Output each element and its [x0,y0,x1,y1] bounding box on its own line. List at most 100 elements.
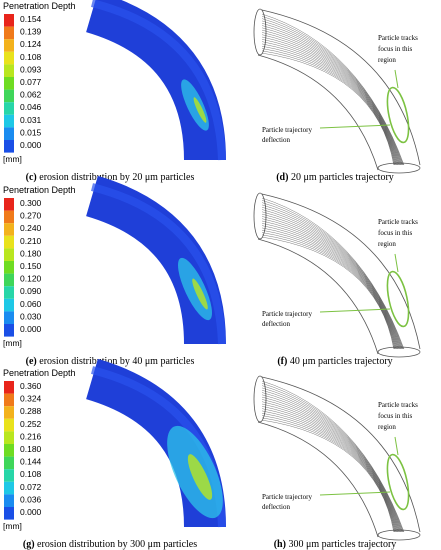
colorbar-swatch [4,418,14,432]
tube-outline [257,238,379,355]
legend-tick: 0.036 [20,494,42,504]
track [261,18,404,166]
deflection-note: deflection [262,136,290,144]
caption: (g) erosion distribution by 300 μm parti… [23,539,197,550]
track [261,202,404,350]
colorbar-swatch [4,89,14,103]
track [261,225,398,350]
colorbar-swatch [4,39,14,52]
track [261,412,396,533]
unit-label: [mm] [3,154,22,164]
unit-label: [mm] [3,338,22,348]
caption: (e) erosion distribution by 40 μm partic… [26,356,195,367]
erosion-core [192,278,208,310]
focus-note: Particle tracks [378,218,418,226]
caption-text: 40 μm particles trajectory [290,356,393,367]
deflection-note: deflection [262,503,290,511]
track [261,206,402,350]
colorbar-swatch [4,64,14,77]
colorbar-swatch [4,140,14,153]
caption: (d) 20 μm particles trajectory [276,172,394,183]
legend-tick: 0.077 [20,77,42,87]
legend-tick: 0.324 [20,394,42,404]
track [261,417,395,533]
unit-label: [mm] [3,521,22,531]
colorbar-swatch [4,127,14,140]
caption-text: 300 μm particles trajectory [288,539,396,550]
legend-tick: 0.240 [20,223,42,233]
legend-tick: 0.090 [20,286,42,296]
legend-tick: 0.000 [20,324,42,334]
legend-tick: 0.252 [20,419,42,429]
colorbar-swatch [4,286,14,299]
tube-outline [261,193,421,350]
pointer [319,491,391,496]
focus-ring [386,270,410,328]
pointer [319,308,391,313]
track [261,34,399,166]
track [261,13,405,166]
focus-note: region [378,240,396,248]
track [261,45,396,166]
pointer [319,124,391,129]
track [261,227,397,350]
legend-tick: 0.270 [20,211,42,221]
tube-outline [261,376,421,533]
track [261,380,405,533]
pointer [394,69,399,89]
pipe [85,0,226,161]
track [261,389,402,533]
legend-tick: 0.300 [20,198,42,208]
colorbar-swatch [4,431,14,444]
legend-tick: 0.216 [20,431,42,441]
track [261,52,395,166]
legend-title: Penetration Depth [3,1,76,11]
legend-tick: 0.288 [20,406,42,416]
track [261,29,401,166]
legend-tick: 0.124 [20,39,42,49]
track [261,32,400,166]
track [261,383,404,533]
tube-outline [261,9,421,166]
track [261,387,403,533]
deflection-note: deflection [262,320,290,328]
tube-outline [257,421,379,538]
legend-title: Penetration Depth [3,185,76,195]
erosion-core [193,97,207,123]
focus-note: focus in this [378,412,412,420]
track [261,419,395,533]
track [261,211,401,350]
track [261,396,401,533]
track [261,216,400,350]
pointer [394,253,399,273]
colorbar-swatch [4,324,14,337]
tube-inlet [253,8,267,56]
track [261,401,399,533]
tube-inlet [253,192,267,240]
track [261,41,398,166]
track [261,204,403,350]
colorbar-swatch [4,507,14,520]
track [261,197,405,350]
track [261,22,402,166]
colorbar-swatch [4,198,14,211]
colorbar-swatch [4,261,14,274]
colorbar-swatch [4,26,14,40]
track [261,415,396,533]
colorbar-swatch [4,210,14,224]
track [261,403,399,533]
focus-note: focus in this [378,45,412,53]
focus-note: region [378,56,396,64]
legend-tick: 0.139 [20,27,42,37]
legend-tick: 0.000 [20,507,42,517]
track [261,43,397,166]
track [261,16,404,166]
legend-tick: 0.180 [20,248,42,258]
focus-note: region [378,423,396,431]
legend-tick: 0.060 [20,299,42,309]
pointer [394,436,399,456]
caption-label: (f) [277,356,287,367]
track [261,50,395,166]
colorbar-swatch [4,494,14,507]
track [261,48,396,166]
